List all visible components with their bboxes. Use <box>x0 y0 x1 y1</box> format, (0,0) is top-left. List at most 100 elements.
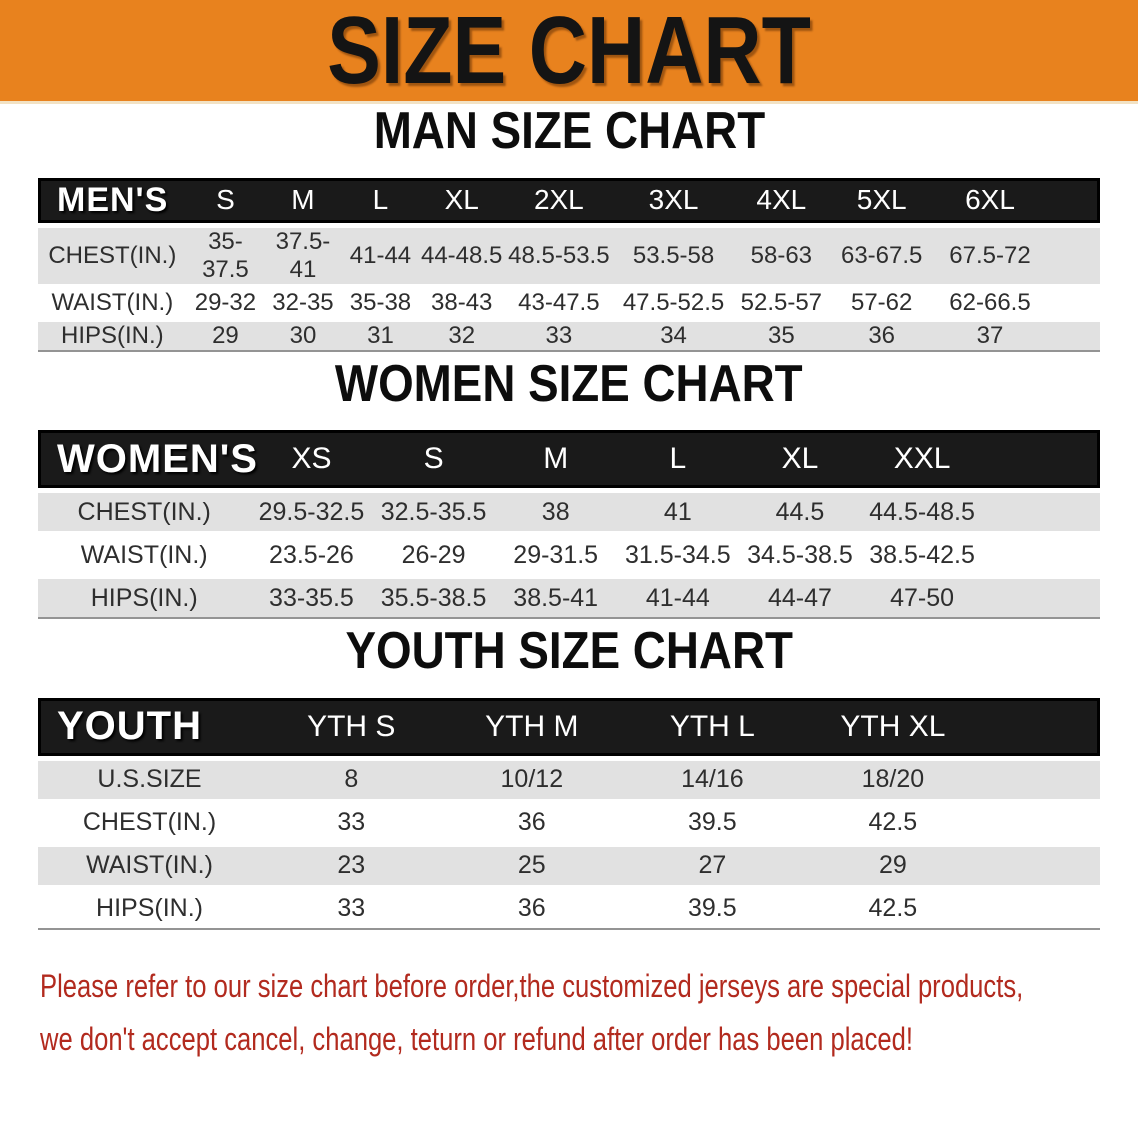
size-cell: 38 <box>494 493 617 532</box>
youth-section-heading-text: YOUTH SIZE CHART <box>345 622 793 681</box>
row-filler-cell <box>1045 288 1100 317</box>
size-cell: 41 <box>616 493 739 532</box>
disclaimer-line-2: we don't accept cancel, change, teturn o… <box>40 1020 913 1057</box>
size-column-header: M <box>494 430 617 489</box>
size-column-header: 2XL <box>504 177 614 223</box>
header-filler-cell <box>1045 177 1100 223</box>
row-filler-cell <box>983 803 1100 842</box>
mens-size-table: MEN'S S M L XL 2XL 3XL 4XL 5XL 6XL CHEST(IN.) 35-37… <box>38 173 1100 357</box>
size-cell: 39.5 <box>622 803 803 842</box>
disclaimer-line-1-wrap: Please refer to our size chart before or… <box>40 963 1138 1016</box>
size-cell: 57-62 <box>829 288 935 317</box>
row-filler-cell <box>983 889 1100 930</box>
size-cell: 33 <box>261 803 442 842</box>
row-label: WAIST(IN.) <box>38 288 187 317</box>
youth-size-table: YOUTH YTH S YTH M YTH L YTH XL U.S.SIZE 8 10/12… <box>38 693 1100 935</box>
size-cell: 35-37.5 <box>186 227 265 284</box>
womens-size-table: WOMEN'S XS S M L XL XXL CHEST(IN.) 29.5-32.5 32.5… <box>38 425 1100 624</box>
size-cell: 14/16 <box>622 760 803 799</box>
disclaimer: Please refer to our size chart before or… <box>40 963 1138 1069</box>
table-row: WAIST(IN.) 23 25 27 29 <box>38 846 1100 885</box>
row-label: CHEST(IN.) <box>38 227 187 284</box>
men-section-heading: MAN SIZE CHART <box>0 104 1138 159</box>
size-cell: 29-32 <box>186 288 265 317</box>
size-cell: 31.5-34.5 <box>616 536 739 575</box>
size-cell: 41-44 <box>341 227 420 284</box>
size-cell: 33-35.5 <box>250 579 373 620</box>
row-filler-cell <box>983 846 1100 885</box>
size-cell: 25 <box>441 846 623 885</box>
size-column-header: S <box>186 177 265 223</box>
size-column-header: YTH M <box>441 697 623 756</box>
size-cell: 33 <box>261 889 442 930</box>
size-cell: 48.5-53.5 <box>504 227 614 284</box>
disclaimer-line-1: Please refer to our size chart before or… <box>40 967 1024 1004</box>
row-filler-cell <box>983 493 1100 532</box>
size-cell: 38.5-41 <box>494 579 617 620</box>
row-filler-cell <box>983 536 1100 575</box>
table-row: WAIST(IN.) 23.5-26 26-29 29-31.5 31.5-34.5 34… <box>38 536 1100 575</box>
size-column-header: L <box>341 177 420 223</box>
size-cell: 18/20 <box>802 760 984 799</box>
size-cell: 47.5-52.5 <box>613 288 734 317</box>
women-section-heading: WOMEN SIZE CHART <box>0 356 1138 412</box>
size-cell: 62-66.5 <box>934 288 1046 317</box>
size-column-header: 5XL <box>829 177 935 223</box>
row-filler-cell <box>1045 321 1100 352</box>
size-column-header: YTH XL <box>802 697 984 756</box>
table-title: YOUTH <box>38 697 262 756</box>
banner-title: SIZE CHART <box>327 0 811 104</box>
size-cell: 43-47.5 <box>504 288 614 317</box>
row-label: HIPS(IN.) <box>38 889 262 930</box>
table-header-row: YOUTH YTH S YTH M YTH L YTH XL <box>38 697 1100 756</box>
size-cell: 35-38 <box>341 288 420 317</box>
table-row: WAIST(IN.) 29-32 32-35 35-38 38-43 43-47.5 47.… <box>38 288 1100 317</box>
size-cell: 44-47 <box>738 579 862 620</box>
size-cell: 23 <box>261 846 442 885</box>
row-label: CHEST(IN.) <box>38 493 251 532</box>
table-row: CHEST(IN.) 35-37.5 37.5-41 41-44 44-48.5 48.5… <box>38 227 1100 284</box>
size-cell: 42.5 <box>802 803 984 842</box>
table-row: HIPS(IN.) 33 36 39.5 42.5 <box>38 889 1100 930</box>
table-row: HIPS(IN.) 29 30 31 32 33 34 35 36 37 <box>38 321 1100 352</box>
size-cell: 44.5-48.5 <box>861 493 984 532</box>
size-cell: 31 <box>341 321 420 352</box>
row-label: WAIST(IN.) <box>38 846 262 885</box>
row-label: CHEST(IN.) <box>38 803 262 842</box>
row-filler-cell <box>1045 227 1100 284</box>
size-cell: 44.5 <box>738 493 862 532</box>
size-cell: 53.5-58 <box>613 227 734 284</box>
size-cell: 33 <box>504 321 614 352</box>
size-cell: 42.5 <box>802 889 984 930</box>
row-label: HIPS(IN.) <box>38 321 187 352</box>
size-cell: 34 <box>613 321 734 352</box>
size-cell: 26-29 <box>372 536 495 575</box>
youth-section-heading: YOUTH SIZE CHART <box>0 624 1138 679</box>
size-cell: 37 <box>934 321 1046 352</box>
size-cell: 30 <box>264 321 342 352</box>
table-title: WOMEN'S <box>38 430 257 489</box>
size-column-header: 6XL <box>934 177 1046 223</box>
row-filler-cell <box>983 760 1100 799</box>
size-cell: 32.5-35.5 <box>372 493 495 532</box>
size-column-header: S <box>372 430 495 489</box>
size-column-header: XS <box>250 430 373 489</box>
size-column-header: M <box>264 177 342 223</box>
table-row: CHEST(IN.) 29.5-32.5 32.5-35.5 38 41 44.5 44.5… <box>38 493 1100 532</box>
size-cell: 41-44 <box>616 579 739 620</box>
table-row: HIPS(IN.) 33-35.5 35.5-38.5 38.5-41 41-44 44-… <box>38 579 1100 620</box>
size-cell: 36 <box>441 889 623 930</box>
size-cell: 32-35 <box>264 288 342 317</box>
size-column-header: YTH S <box>261 697 442 756</box>
row-label: HIPS(IN.) <box>38 579 251 620</box>
size-cell: 63-67.5 <box>829 227 935 284</box>
table-row: CHEST(IN.) 33 36 39.5 42.5 <box>38 803 1100 842</box>
size-column-header: XXL <box>861 430 984 489</box>
size-cell: 58-63 <box>733 227 830 284</box>
size-column-header: YTH L <box>622 697 803 756</box>
size-cell: 37.5-41 <box>264 227 342 284</box>
size-cell: 52.5-57 <box>733 288 830 317</box>
row-label: U.S.SIZE <box>38 760 262 799</box>
size-cell: 29.5-32.5 <box>250 493 373 532</box>
